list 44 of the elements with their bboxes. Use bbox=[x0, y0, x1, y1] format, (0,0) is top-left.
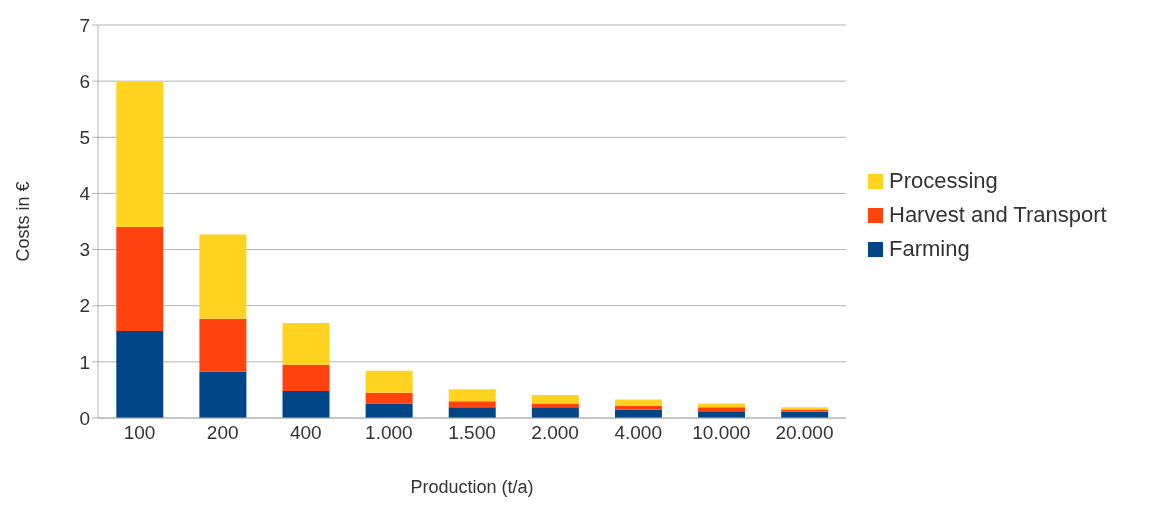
y-tick-label: 7 bbox=[79, 14, 90, 36]
x-tick-label: 400 bbox=[289, 422, 322, 444]
bar bbox=[199, 318, 247, 372]
x-tick-label: 10.000 bbox=[692, 422, 751, 444]
bar bbox=[365, 403, 413, 418]
bar bbox=[698, 403, 746, 408]
x-axis-title: Production (t/a) bbox=[410, 477, 534, 497]
bar bbox=[448, 389, 496, 402]
x-tick-label: 20.000 bbox=[775, 422, 834, 444]
bar bbox=[365, 392, 413, 404]
legend-label: Harvest and Transport bbox=[889, 202, 1107, 228]
bar bbox=[531, 394, 579, 404]
bar bbox=[614, 405, 662, 410]
bar bbox=[365, 370, 413, 393]
bar bbox=[282, 323, 330, 365]
x-tick-label: 1.000 bbox=[365, 422, 413, 444]
y-tick-label: 0 bbox=[79, 407, 90, 429]
bar bbox=[614, 399, 662, 406]
bar bbox=[698, 407, 746, 412]
bar bbox=[116, 227, 164, 331]
y-tick-label: 6 bbox=[79, 70, 90, 92]
bar bbox=[448, 407, 496, 418]
y-tick-label: 2 bbox=[79, 295, 90, 317]
bar bbox=[282, 391, 330, 418]
bar bbox=[116, 330, 164, 418]
bar bbox=[448, 401, 496, 408]
bar bbox=[531, 403, 579, 408]
y-tick-label: 3 bbox=[79, 239, 90, 261]
x-tick-label: 200 bbox=[206, 422, 239, 444]
x-tick-label: 1.500 bbox=[448, 422, 496, 444]
y-axis-title: Costs in € bbox=[13, 181, 34, 262]
x-tick-label: 100 bbox=[123, 422, 156, 444]
bar bbox=[531, 407, 579, 418]
y-tick-label: 5 bbox=[79, 127, 90, 149]
legend-label: Farming bbox=[889, 236, 970, 262]
bar bbox=[199, 234, 247, 319]
bar bbox=[116, 81, 164, 228]
x-tick-label: 4.000 bbox=[614, 422, 662, 444]
bar bbox=[199, 371, 247, 418]
y-tick-label: 4 bbox=[79, 183, 91, 205]
y-tick-label: 1 bbox=[79, 351, 90, 373]
bar bbox=[282, 364, 330, 392]
legend-label: Processing bbox=[889, 168, 998, 194]
x-tick-label: 2.000 bbox=[531, 422, 579, 444]
